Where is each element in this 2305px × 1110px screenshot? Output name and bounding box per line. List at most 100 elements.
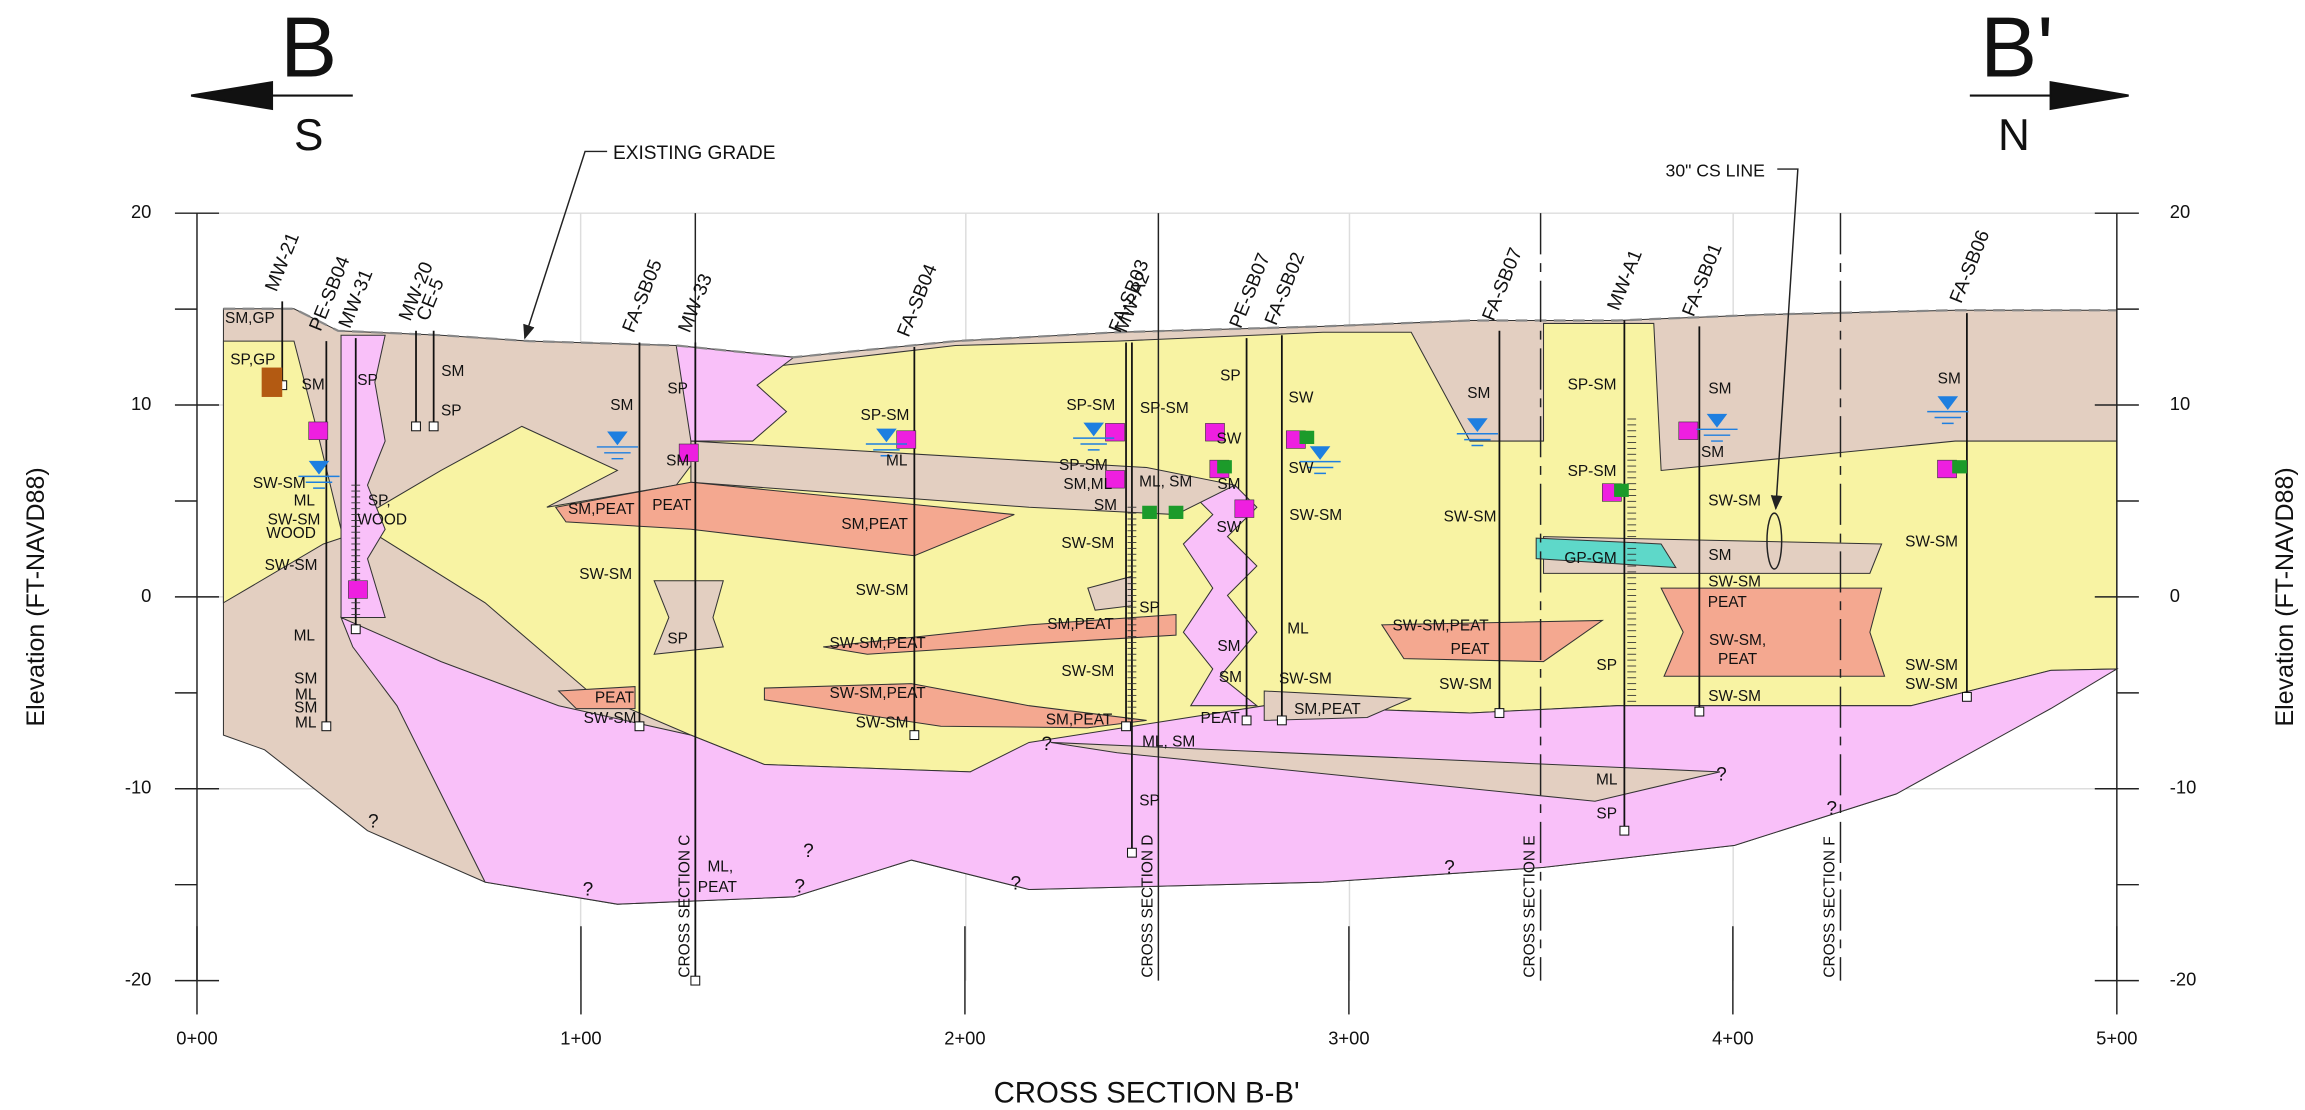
left-arrow: [190, 81, 353, 111]
soil-label: ML: [294, 492, 316, 509]
soil-label: SW-SM: [1061, 535, 1114, 552]
right-direction: N: [1998, 111, 2030, 160]
soil-label: SW: [1289, 460, 1314, 477]
water-table: [1073, 422, 1115, 451]
x-tick-label: 0+00: [176, 1027, 217, 1048]
soil-label: SW: [1289, 390, 1314, 407]
y-tick-label: 0: [2170, 585, 2180, 606]
soil-label: SW-SM: [856, 714, 909, 731]
soil-label: SM: [1467, 385, 1490, 402]
soil-label: SP: [441, 403, 462, 420]
soil-label: SP-SM: [1140, 400, 1189, 417]
soil-label: SP: [1139, 600, 1160, 617]
sample: [1678, 421, 1699, 440]
soil-label: SM: [1219, 669, 1242, 686]
soil-label: SM: [666, 453, 689, 470]
sample-green: [1217, 460, 1232, 474]
unknown-marker: ?: [1716, 765, 1727, 786]
y-tick-label: -10: [2170, 777, 2197, 798]
x-tick-label: 1+00: [560, 1027, 601, 1048]
soil-label: SP-SM: [861, 407, 910, 424]
sample-green: [1952, 460, 1967, 474]
soil-label: SP: [667, 381, 688, 398]
soil-label: SM: [294, 670, 317, 687]
sample: [1105, 423, 1125, 442]
soil-label: SM: [1701, 444, 1724, 461]
soil-label: PEAT: [1450, 641, 1490, 658]
sample: [348, 580, 368, 599]
features: [261, 213, 1972, 986]
soil-label: PEAT: [698, 879, 738, 896]
water-table: [1927, 396, 1969, 425]
soil-label: WOOD: [357, 512, 407, 529]
sample: [1205, 423, 1225, 442]
y-axis-label: Elevation (FT-NAVD88): [22, 467, 50, 726]
soil-label: SW-SM: [1439, 676, 1492, 693]
soil-label: SW-SM: [1905, 676, 1958, 693]
soil-label: ML: [295, 714, 317, 731]
unknown-marker: ?: [1826, 798, 1837, 819]
soil-label: ML, SM: [1142, 734, 1195, 751]
soil-label: SW-SM: [253, 475, 306, 492]
callout: EXISTING GRADE: [613, 143, 775, 164]
unknown-marker: ?: [803, 841, 814, 862]
soil-label: SM: [1708, 547, 1731, 564]
soil-label: SW-SM: [856, 582, 909, 599]
boring-label: MW-21: [262, 230, 304, 295]
sample: [678, 443, 699, 462]
sample-green: [1168, 505, 1184, 519]
boring-label: FA-SB05: [619, 257, 667, 336]
soil-label: SM: [1217, 476, 1240, 493]
sample: [1105, 470, 1125, 489]
soil-label: SM: [294, 700, 317, 717]
soil-label: SP: [1139, 792, 1160, 809]
boring-end: [321, 721, 332, 732]
title: CROSS SECTION B-B': [994, 1077, 1300, 1110]
soil-label: SM,GP: [225, 310, 275, 327]
left-direction: S: [294, 111, 323, 160]
sample-green: [1142, 505, 1157, 519]
soil-label: SM,PEAT: [1047, 616, 1114, 633]
callout: 30" CS LINE: [1666, 160, 1765, 180]
soil-label: PEAT: [652, 497, 692, 514]
boring-label: FA-SB04: [894, 261, 942, 340]
sample-green: [1299, 430, 1315, 444]
soil-label: SM: [610, 397, 633, 414]
y-tick-label: -20: [125, 968, 152, 989]
soil-label: SW-SM: [584, 710, 637, 727]
boring-end: [428, 421, 439, 432]
soil-label: SW-SM: [1905, 657, 1958, 674]
boring-end: [1121, 721, 1131, 732]
sample: [896, 430, 917, 449]
sample: [1234, 499, 1255, 518]
soil-label: SM: [441, 363, 464, 380]
y-axis-label-right: Elevation (FT-NAVD88): [2271, 467, 2299, 726]
unknown-marker: ?: [1041, 734, 1052, 755]
soil-label: SP: [1220, 367, 1241, 384]
x-tick-label: 5+00: [2096, 1027, 2137, 1048]
sample-green: [1614, 483, 1629, 497]
soil-label: SP,: [368, 492, 391, 509]
soil-label: SP-SM: [1059, 457, 1108, 474]
boring-end: [411, 421, 421, 432]
boring-end: [1961, 691, 1972, 702]
soil-label: SP,GP: [230, 351, 275, 368]
x-tick-label: 3+00: [1328, 1027, 1369, 1048]
soil-label: SP-SM: [1568, 376, 1617, 393]
soil-label: SP: [667, 631, 688, 648]
left-letter: B: [280, 0, 337, 95]
boring-end: [690, 975, 701, 986]
boring-label: MW-33: [675, 271, 717, 336]
right-arrow: [1969, 81, 2129, 111]
soil-label: ML: [886, 453, 908, 470]
unknown-marker: ?: [1010, 873, 1021, 894]
soil-label: SM: [1708, 381, 1731, 398]
soil-label: SW-SM: [268, 512, 321, 529]
soil-label: ML: [295, 686, 317, 703]
soil-label: SW-SM: [1061, 663, 1114, 680]
boring-end: [1276, 715, 1287, 726]
soil-label: SM,PEAT: [1046, 711, 1113, 728]
soil-label: SP: [1596, 806, 1617, 823]
soil-label: SW-SM: [1279, 670, 1332, 687]
soil-label: SM: [1217, 638, 1240, 655]
